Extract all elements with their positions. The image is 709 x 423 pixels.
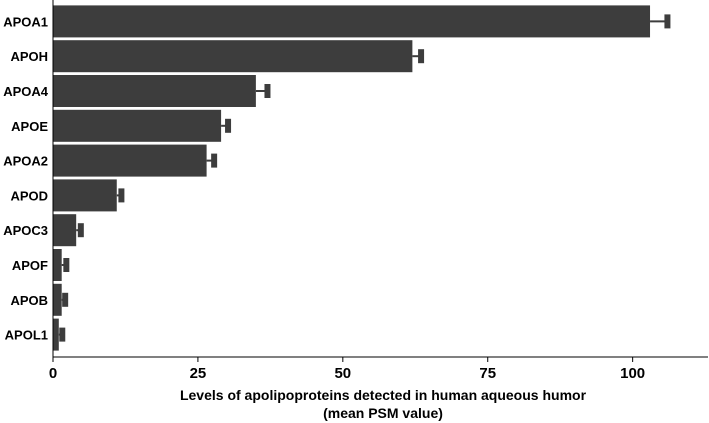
bar-apof	[53, 249, 62, 281]
category-label-apoh: APOH	[10, 49, 48, 64]
x-axis-ticks: 0 25 50 75 100	[49, 357, 645, 382]
category-label-apoc3: APOC3	[3, 223, 48, 238]
bar-apoh	[53, 40, 413, 73]
category-label-apoe: APOE	[11, 119, 48, 134]
category-label-apob: APOB	[10, 293, 48, 308]
category-label-apoa4: APOA4	[3, 84, 49, 99]
error-cap-apob	[62, 292, 69, 307]
error-cap-apoa2	[211, 153, 218, 168]
bar-apoa2	[53, 144, 207, 177]
x-tick-label-75: 75	[479, 365, 496, 382]
x-axis-title-line2: (mean PSM value)	[323, 405, 443, 421]
bar-apod	[53, 179, 117, 212]
error-cap-apoa4	[264, 84, 271, 98]
category-label-apol1: APOL1	[5, 328, 48, 343]
error-cap-apod	[118, 188, 125, 203]
x-tick-label-100: 100	[620, 365, 645, 382]
error-bars-group	[58, 14, 671, 342]
category-label-apod: APOD	[10, 188, 48, 203]
x-axis-title: Levels of apolipoproteins detected in hu…	[180, 387, 587, 403]
x-tick-label-25: 25	[190, 365, 207, 382]
error-cap-apoh	[418, 49, 425, 64]
bar-apob	[53, 283, 62, 316]
error-cap-apof	[63, 258, 70, 272]
category-label-apof: APOF	[12, 258, 48, 273]
error-cap-apoa1	[664, 14, 671, 29]
bar-apol1	[53, 318, 59, 351]
bar-apoa1	[53, 5, 651, 38]
bar-apoa4	[53, 75, 256, 107]
category-labels: APOA1 APOH APOA4 APOE APOA2 APOD APOC3 APOF APOB…	[3, 14, 49, 342]
bar-apoe	[53, 109, 222, 142]
error-cap-apoc3	[77, 223, 84, 238]
category-label-apoa1: APOA1	[3, 14, 48, 29]
x-tick-label-0: 0	[49, 365, 57, 382]
bar-apoc3	[53, 214, 77, 247]
error-cap-apoe	[225, 118, 232, 133]
category-label-apoa2: APOA2	[3, 154, 48, 169]
error-cap-apol1	[59, 327, 66, 342]
bars-group	[53, 5, 651, 351]
x-tick-label-50: 50	[334, 365, 351, 382]
